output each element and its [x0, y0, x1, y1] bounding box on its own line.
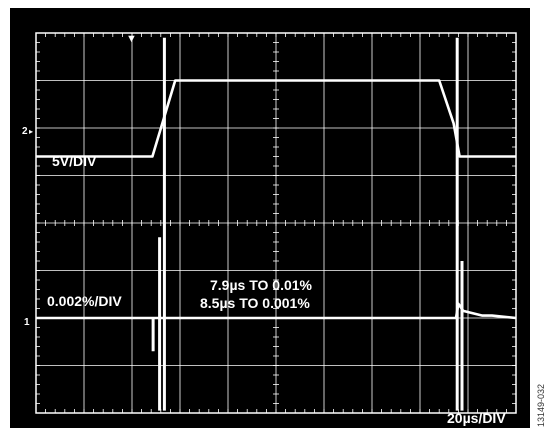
- traces: [36, 37, 517, 411]
- time-per-div-label: 20µs/DIV: [447, 410, 506, 426]
- screen-background: [10, 8, 530, 428]
- ch2-scale-label: 5V/DIV: [52, 153, 97, 169]
- settling-annotation-1: 8.5µs TO 0.001%: [200, 295, 310, 311]
- ch1-marker: 1: [24, 317, 30, 328]
- trigger-marker-icon: ▼: [126, 33, 137, 45]
- ch2-marker: 2: [22, 126, 28, 137]
- settling-scale-label: 0.002%/DIV: [47, 293, 122, 309]
- ch2-marker-arrow: ▸: [29, 127, 33, 136]
- figure-id: 13149-032: [536, 383, 546, 427]
- trace-channel-2: [36, 79, 516, 158]
- settling-annotation-0: 7.9µs TO 0.01%: [210, 277, 313, 293]
